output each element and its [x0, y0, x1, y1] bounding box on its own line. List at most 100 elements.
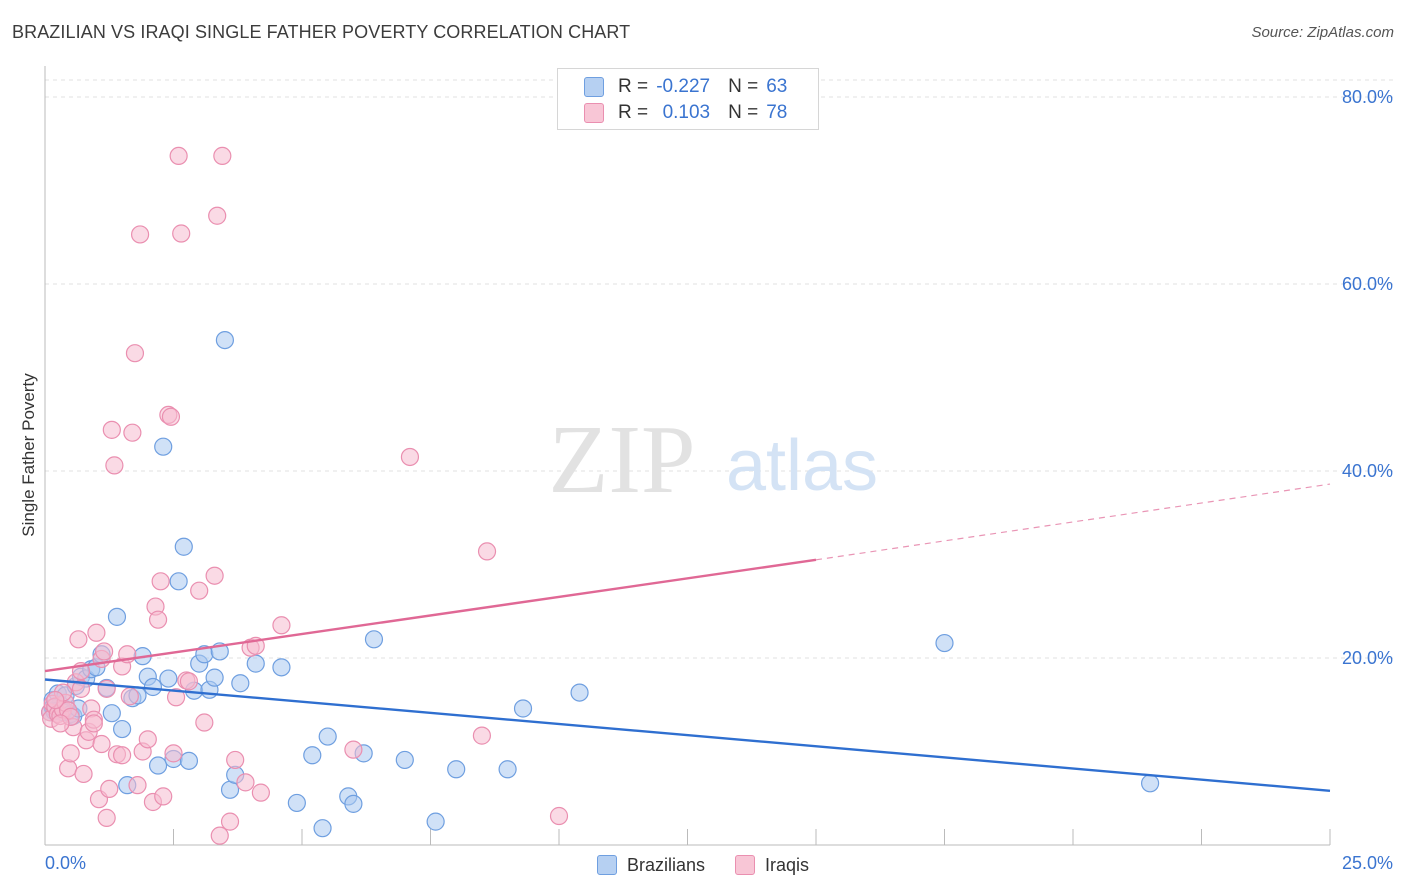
point-brazilian: [154, 437, 173, 456]
point-iraqi: [59, 759, 78, 778]
point-iraqi: [97, 679, 116, 698]
trend-line-extension-iraqis: [815, 483, 1331, 561]
point-iraqi: [120, 687, 139, 706]
point-brazilian: [513, 699, 533, 718]
labels-layer: 20.0% 40.0% 60.0% 80.0% 0.0% 25.0% Single Fath…: [19, 87, 1393, 873]
point-iraqi: [97, 808, 116, 827]
point-iraqi: [69, 630, 88, 649]
legend-item-iraqis[interactable]: Iraqis: [735, 855, 809, 876]
n-label: N =: [728, 102, 759, 123]
point-iraqi: [166, 688, 186, 707]
point-iraqi: [95, 642, 114, 661]
point-brazilian: [570, 683, 589, 702]
point-brazilian: [303, 746, 322, 765]
blue-swatch: [596, 855, 617, 875]
point-brazilian: [364, 630, 384, 649]
point-iraqi: [102, 420, 121, 439]
point-brazilian: [447, 760, 466, 779]
point-iraqi: [195, 713, 214, 732]
watermark-zip: ZIP: [549, 406, 696, 514]
point-brazilian: [426, 812, 445, 831]
y-tick-label: 80.0%: [1342, 87, 1393, 107]
point-iraqi: [92, 734, 111, 754]
legend-label-brazilians: Brazilians: [626, 854, 705, 875]
watermark-atlas: atlas: [726, 426, 878, 506]
point-brazilian: [344, 794, 363, 813]
point-brazilian: [102, 704, 121, 723]
point-iraqi: [105, 456, 124, 475]
point-iraqi: [164, 744, 183, 763]
point-iraqi: [71, 679, 91, 698]
stats-legend-box: R = -0.227 N = 63 R = 0.103 N = 78: [557, 68, 819, 130]
point-iraqi: [154, 787, 173, 806]
watermark: ZIP atlas: [549, 406, 879, 514]
point-iraqi: [128, 776, 147, 795]
point-iraqi: [179, 672, 199, 691]
point-iraqi: [226, 750, 245, 770]
point-iraqi: [112, 746, 132, 765]
point-brazilian: [148, 756, 168, 775]
point-brazilian: [318, 727, 337, 746]
chart-title: BRAZILIAN VS IRAQI SINGLE FATHER POVERTY…: [12, 22, 631, 42]
points-layer: [41, 146, 1160, 845]
trend-layer: [44, 483, 1331, 792]
point-iraqi: [87, 623, 106, 642]
axes-layer: [44, 66, 1331, 846]
point-iraqi: [400, 447, 420, 467]
y-tick-label: 20.0%: [1342, 648, 1393, 668]
point-iraqi: [138, 730, 157, 749]
point-iraqi: [251, 783, 270, 802]
point-brazilian: [215, 331, 234, 350]
point-brazilian: [287, 793, 306, 813]
x-tick-label: 0.0%: [45, 853, 86, 873]
point-iraqi: [123, 423, 142, 442]
y-axis-label: Single Father Poverty: [19, 373, 38, 537]
pink-swatch: [735, 855, 755, 875]
point-iraqi: [477, 542, 497, 561]
point-iraqi: [51, 714, 70, 733]
point-brazilian: [313, 819, 332, 838]
point-iraqi: [272, 616, 291, 635]
trend-line-brazilians: [44, 678, 1331, 792]
point-brazilian: [107, 607, 127, 626]
point-brazilian: [112, 719, 132, 739]
point-brazilian: [395, 750, 414, 770]
point-iraqi: [169, 146, 188, 166]
point-iraqi: [208, 206, 227, 225]
point-iraqi: [220, 812, 240, 831]
point-iraqi: [148, 610, 168, 629]
point-brazilian: [272, 658, 291, 677]
stats-row-brazilians: R = -0.227 N = 63: [584, 75, 787, 99]
point-brazilian: [231, 674, 250, 693]
point-iraqi: [125, 344, 145, 363]
point-brazilian: [143, 677, 163, 697]
bottom-legend: Brazilians Iraqis: [0, 852, 1406, 878]
point-brazilian: [159, 669, 178, 688]
legend-item-brazilians[interactable]: Brazilians: [596, 854, 705, 876]
y-tick-label: 40.0%: [1342, 461, 1393, 481]
n-label: N =: [728, 76, 759, 97]
point-brazilian: [1140, 774, 1160, 793]
point-iraqi: [100, 779, 119, 799]
point-iraqi: [213, 146, 232, 166]
legend-label-iraqis: Iraqis: [765, 854, 810, 875]
point-brazilian: [179, 751, 199, 770]
point-iraqi: [61, 744, 80, 763]
r-value-iraqis: 0.103: [662, 102, 711, 123]
stats-row-iraqis: R = 0.103 N = 78: [584, 101, 787, 125]
source-label: Source: ZipAtlas.com: [1251, 24, 1394, 41]
point-iraqi: [190, 581, 209, 600]
point-iraqi: [344, 740, 363, 759]
point-iraqi: [84, 714, 103, 733]
point-brazilian: [169, 572, 188, 591]
r-label: R =: [618, 76, 649, 97]
n-value-iraqis: 78: [766, 102, 788, 123]
point-iraqi: [205, 566, 224, 585]
y-tick-label: 60.0%: [1342, 274, 1393, 294]
point-brazilian: [205, 668, 224, 687]
r-label: R =: [618, 102, 649, 123]
point-iraqi: [130, 225, 150, 244]
trend-line-iraqis: [44, 558, 817, 673]
point-brazilian: [246, 654, 265, 673]
